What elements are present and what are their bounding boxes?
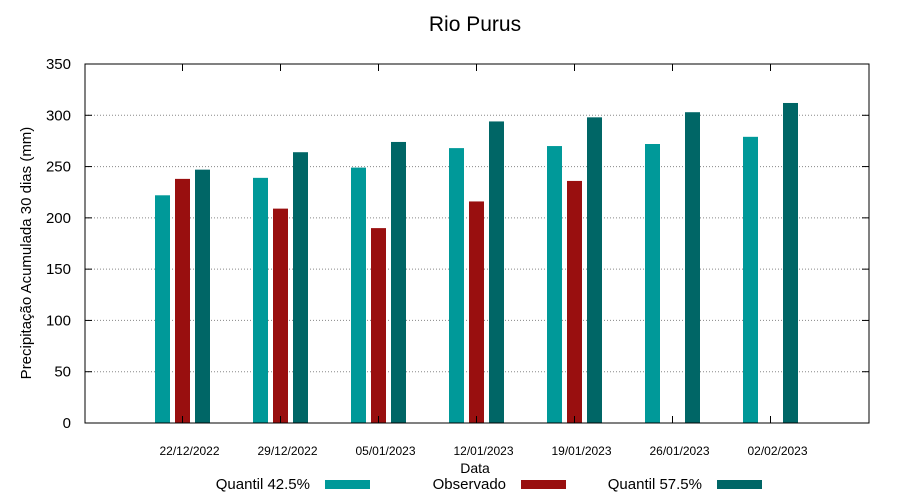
bar-series-2-5 <box>685 112 700 424</box>
bar-series-2-1 <box>293 152 308 423</box>
bar-series-2-2 <box>391 141 406 423</box>
x-axis-label: Data <box>460 460 490 476</box>
y-axis-ticks: 0 50 100 150 200 250 300 350 <box>46 56 869 432</box>
bar-series-1-4 <box>567 180 582 423</box>
x-tick-label: 22/12/2022 <box>159 444 219 458</box>
legend-swatch <box>717 480 762 489</box>
y-tick-label: 300 <box>46 107 71 124</box>
bar-series-2-4 <box>587 117 602 423</box>
x-tick-label: 26/01/2023 <box>649 444 709 458</box>
bar-series-2-3 <box>489 121 504 423</box>
bar-series-2-0 <box>195 169 210 423</box>
legend-swatch <box>325 480 370 489</box>
bar-series-0-1 <box>253 177 268 423</box>
bar-series-0-0 <box>155 195 170 423</box>
bar-series-0-4 <box>547 146 562 424</box>
y-tick-label: 0 <box>63 415 71 432</box>
x-tick-label: 05/01/2023 <box>355 444 415 458</box>
y-tick-label: 50 <box>54 364 71 381</box>
x-tick-label: 29/12/2022 <box>257 444 317 458</box>
y-tick-label: 100 <box>46 312 71 329</box>
legend-label: Observado <box>433 476 506 493</box>
legend-label: Quantil 57.5% <box>608 476 702 493</box>
chart-title: Rio Purus <box>429 13 521 36</box>
x-axis-ticks: 22/12/2022 29/12/2022 05/01/2023 12/01/2023… <box>159 64 808 458</box>
legend-swatch <box>521 480 566 489</box>
bar-series-0-5 <box>645 144 660 423</box>
bars-layer <box>155 102 798 424</box>
bar-series-1-2 <box>371 228 386 423</box>
bar-series-1-0 <box>175 178 190 423</box>
legend: Quantil 42.5% Observado Quantil 57.5% <box>216 476 762 493</box>
legend-label: Quantil 42.5% <box>216 476 310 493</box>
bar-series-2-6 <box>783 102 798 423</box>
x-tick-label: 12/01/2023 <box>453 444 513 458</box>
bar-series-0-3 <box>449 148 464 423</box>
bar-series-0-6 <box>743 136 758 423</box>
bar-series-1-3 <box>469 201 484 423</box>
x-tick-label: 19/01/2023 <box>551 444 611 458</box>
y-axis-label: Precipitação Acumulada 30 dias (mm) <box>18 127 35 380</box>
x-tick-label: 02/02/2023 <box>747 444 807 458</box>
y-tick-label: 150 <box>46 261 71 278</box>
y-tick-label: 250 <box>46 159 71 176</box>
bar-series-0-2 <box>351 167 366 423</box>
y-tick-label: 350 <box>46 56 71 73</box>
bar-series-1-1 <box>273 208 288 423</box>
y-tick-label: 200 <box>46 210 71 227</box>
